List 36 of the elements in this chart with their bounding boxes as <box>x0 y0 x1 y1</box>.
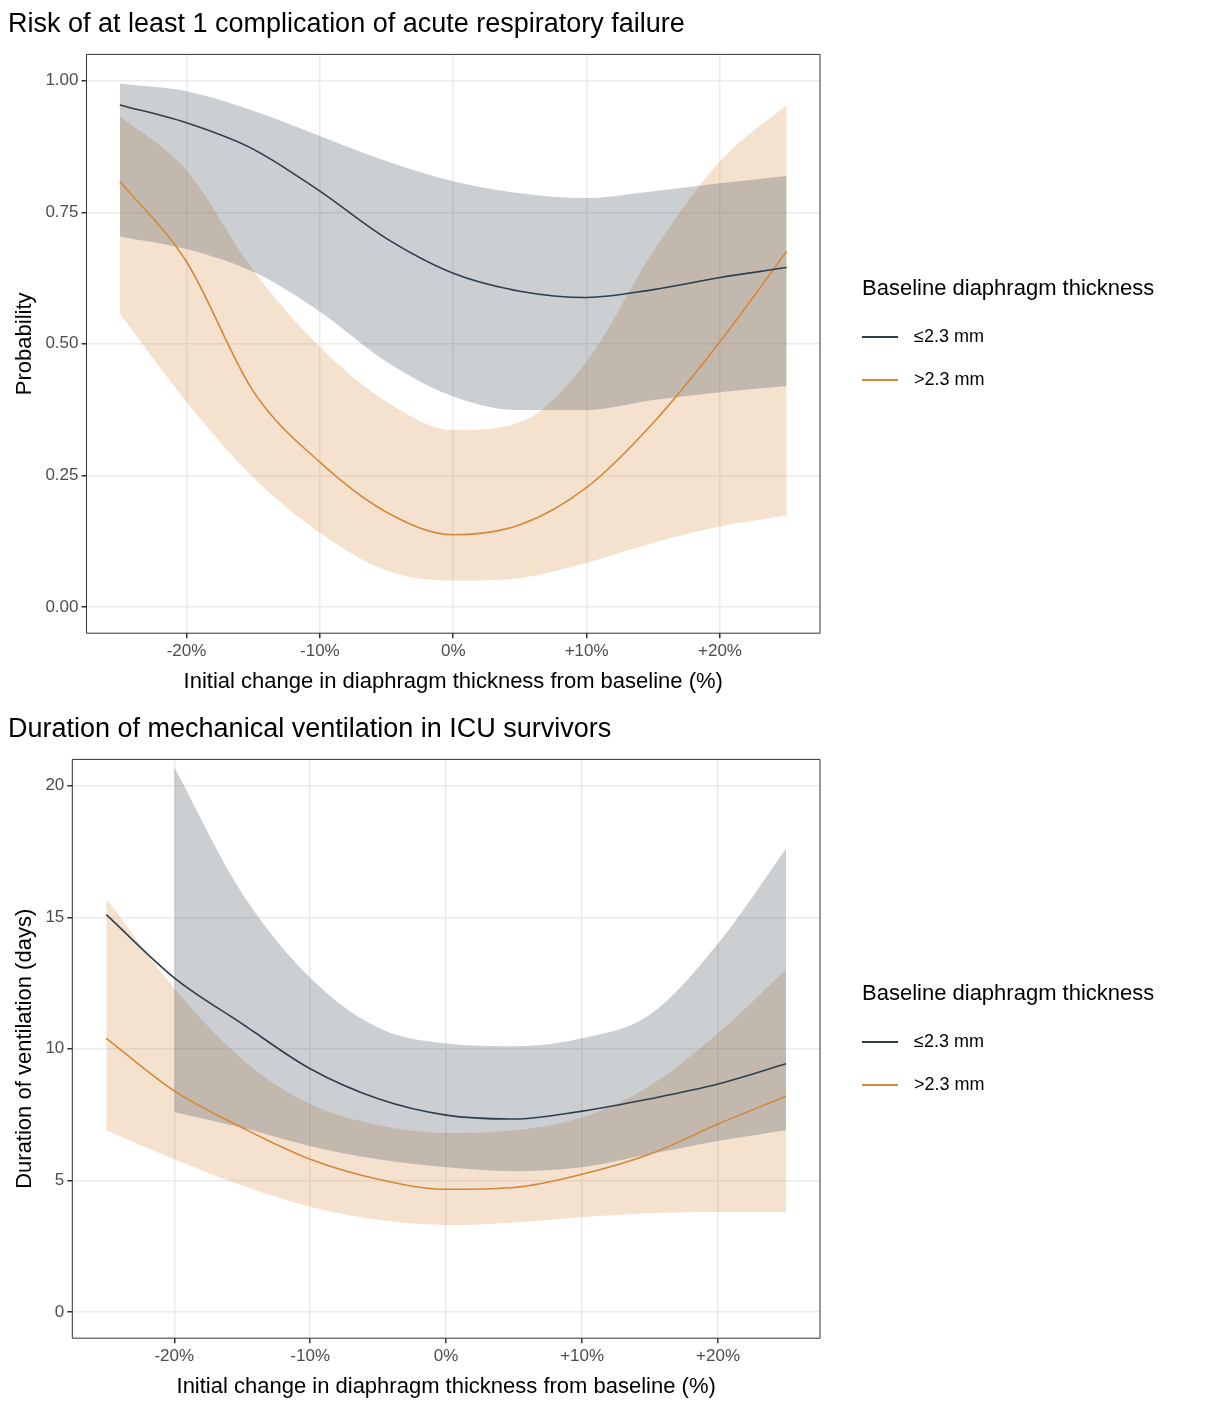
x-tick-label: -20% <box>166 641 207 661</box>
x-tick-label: 0% <box>433 1346 459 1366</box>
x-tick-label: -20% <box>154 1346 195 1366</box>
line-series <box>119 180 788 536</box>
y-tick-label: 15 <box>45 906 65 926</box>
y-axis-title: Duration of ventilation (days) <box>11 908 37 1189</box>
y-tick-label: 5 <box>54 1170 65 1190</box>
x-tick-label: -10% <box>300 641 340 661</box>
x-axis-title: Initial change in diaphragm thickness from baseline (%) <box>183 667 723 693</box>
chart-title: Duration of mechanical ventilation in ICU survivors <box>8 712 612 743</box>
y-tick-label: 0 <box>54 1301 65 1321</box>
y-tick-label: 0.50 <box>45 333 79 353</box>
y-tick-label: 0.75 <box>45 201 79 221</box>
x-tick-label: +20% <box>698 641 742 661</box>
legend-label: >2.3 mm <box>914 369 985 390</box>
line-series <box>105 1037 787 1191</box>
chart-title: Risk of at least 1 complication of acute respiratory failure <box>8 7 685 38</box>
y-tick-label: 1.00 <box>45 70 79 90</box>
y-tick-label: 10 <box>45 1038 65 1058</box>
x-tick-label: +20% <box>696 1346 741 1366</box>
legend-title: Baseline diaphragm thickness <box>862 980 1155 1006</box>
legend-label: ≤2.3 mm <box>914 326 984 347</box>
y-tick-label: 20 <box>45 775 65 795</box>
line-series <box>119 104 788 299</box>
legend-title: Baseline diaphragm thickness <box>862 275 1155 301</box>
x-tick-label: 0% <box>440 641 466 661</box>
y-axis-title: Probability <box>11 292 37 396</box>
x-tick-label: -10% <box>290 1346 331 1366</box>
legend-label: >2.3 mm <box>914 1074 985 1095</box>
x-tick-label: +10% <box>564 641 609 661</box>
y-tick-label: 0.25 <box>45 465 79 485</box>
line-series <box>105 913 787 1120</box>
legend-label: ≤2.3 mm <box>914 1031 984 1052</box>
x-tick-label: +10% <box>560 1346 605 1366</box>
y-tick-label: 0.00 <box>45 596 79 616</box>
x-axis-title: Initial change in diaphragm thickness from baseline (%) <box>176 1372 716 1398</box>
